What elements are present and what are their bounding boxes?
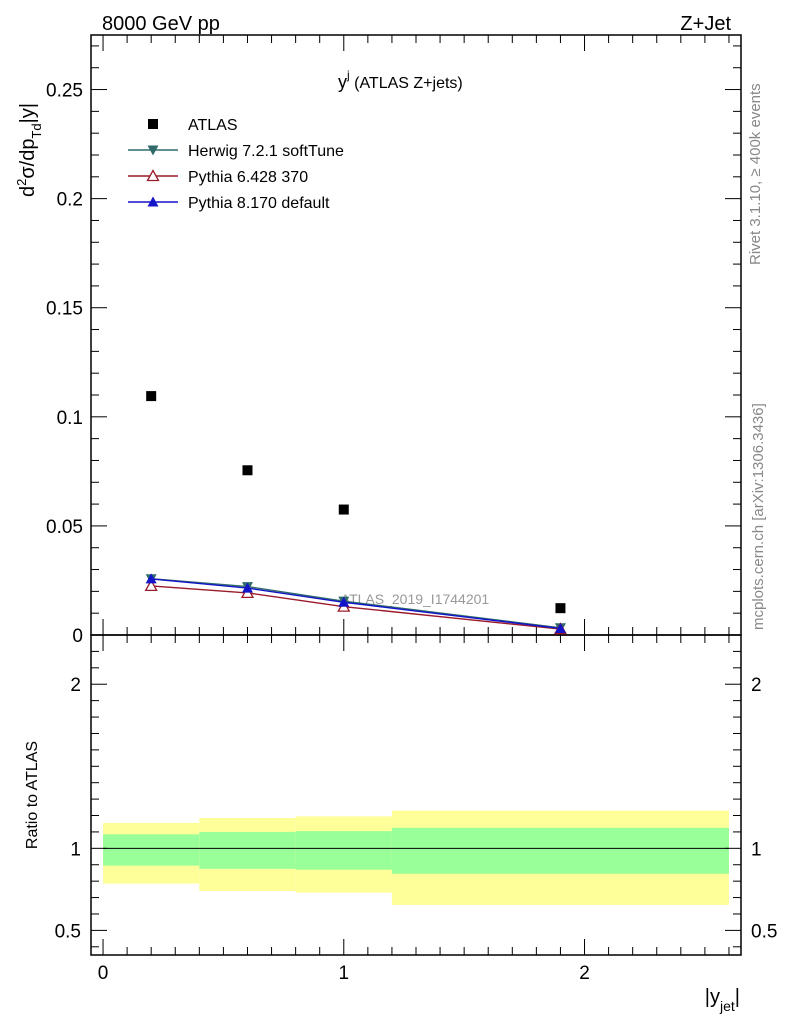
- x-tick-label: 1: [338, 963, 349, 984]
- legend-marker-3: [147, 196, 159, 207]
- data-point-0-3: [555, 603, 566, 614]
- data-point-0-2: [338, 504, 349, 515]
- ratio-y-tick-label: 0.5: [55, 921, 81, 942]
- y-tick-label: 0.15: [46, 299, 83, 320]
- mcplots-label: mcplots.cern.ch [arXiv:1306.3436]: [750, 403, 767, 630]
- analysis-watermark: ATLAS_2019_I1744201: [341, 591, 490, 607]
- series-line-3: [151, 578, 561, 630]
- data-point-3-1: [241, 582, 253, 593]
- ratio-x-axis: 0 1 2: [98, 635, 730, 984]
- data-point-3-0: [145, 573, 157, 584]
- legend-marker-2: [146, 169, 160, 182]
- rivet-label: Rivet 3.1.10, ≥ 400k events: [747, 83, 764, 265]
- main-y-axis: 0 0.05 0.1 0.15 0.2 0.25: [46, 45, 741, 647]
- data-point-0-1: [242, 465, 253, 476]
- ratio-y-tick-label: 1: [70, 839, 81, 860]
- data-point-2-0: [144, 579, 158, 592]
- y-tick-label: 0.1: [57, 408, 83, 429]
- main-y-axis-label: d2σ/dpTd|y|: [14, 103, 44, 197]
- ratio-y-tick-label-right: 1: [751, 839, 762, 860]
- ratio-plot-frame: [90, 634, 742, 956]
- x-tick-label: 2: [579, 963, 590, 984]
- ratio-y-tick-label-right: 2: [751, 675, 762, 696]
- ratio-y-axis: 0.5 0.5 1 1 2 2: [55, 650, 777, 948]
- legend-marker-1: [147, 145, 159, 156]
- ratio-y-axis-label: Ratio to ATLAS: [24, 741, 41, 849]
- ratio-inner-band-2: [295, 831, 392, 870]
- legend-label-1: Herwig 7.2.1 softTune: [188, 143, 344, 160]
- x-tick-label: 0: [98, 963, 109, 984]
- series-line-2: [151, 585, 561, 630]
- ratio-inner-band-1: [199, 831, 296, 869]
- data-point-3-2: [338, 596, 350, 607]
- data-point-0-0: [146, 391, 157, 402]
- main-x-axis: [102, 35, 730, 635]
- plot-title: yj (ATLAS Z+jets): [338, 68, 463, 92]
- y-tick-label: 0.25: [46, 81, 83, 102]
- ratio-y-tick-label-right: 0.5: [751, 921, 777, 942]
- legend: ATLAS Herwig 7.2.1 softTune Pythia 6.428 3…: [128, 117, 344, 212]
- y-tick-label: 0.2: [57, 190, 83, 211]
- ratio-bands: [103, 810, 729, 905]
- ratio-inner-band-3: [391, 827, 729, 874]
- energy-label: 8000 GeV pp: [102, 13, 220, 35]
- data-point-3-3: [554, 622, 566, 633]
- ratio-y-tick-label: 2: [70, 675, 81, 696]
- x-axis-label: |yjet|: [705, 986, 740, 1014]
- process-label: Z+Jet: [680, 13, 731, 35]
- legend-label-2: Pythia 6.428 370: [188, 169, 308, 186]
- series-lines: [151, 578, 561, 630]
- series-line-1: [151, 578, 561, 629]
- y-tick-label: 0.05: [46, 517, 83, 538]
- legend-label-0: ATLAS: [188, 117, 238, 134]
- legend-label-3: Pythia 8.170 default: [188, 195, 330, 212]
- legend-marker-0: [148, 119, 158, 129]
- ratio-inner-band-0: [103, 834, 200, 866]
- series-markers: [144, 391, 568, 635]
- y-tick-label: 0: [72, 626, 83, 647]
